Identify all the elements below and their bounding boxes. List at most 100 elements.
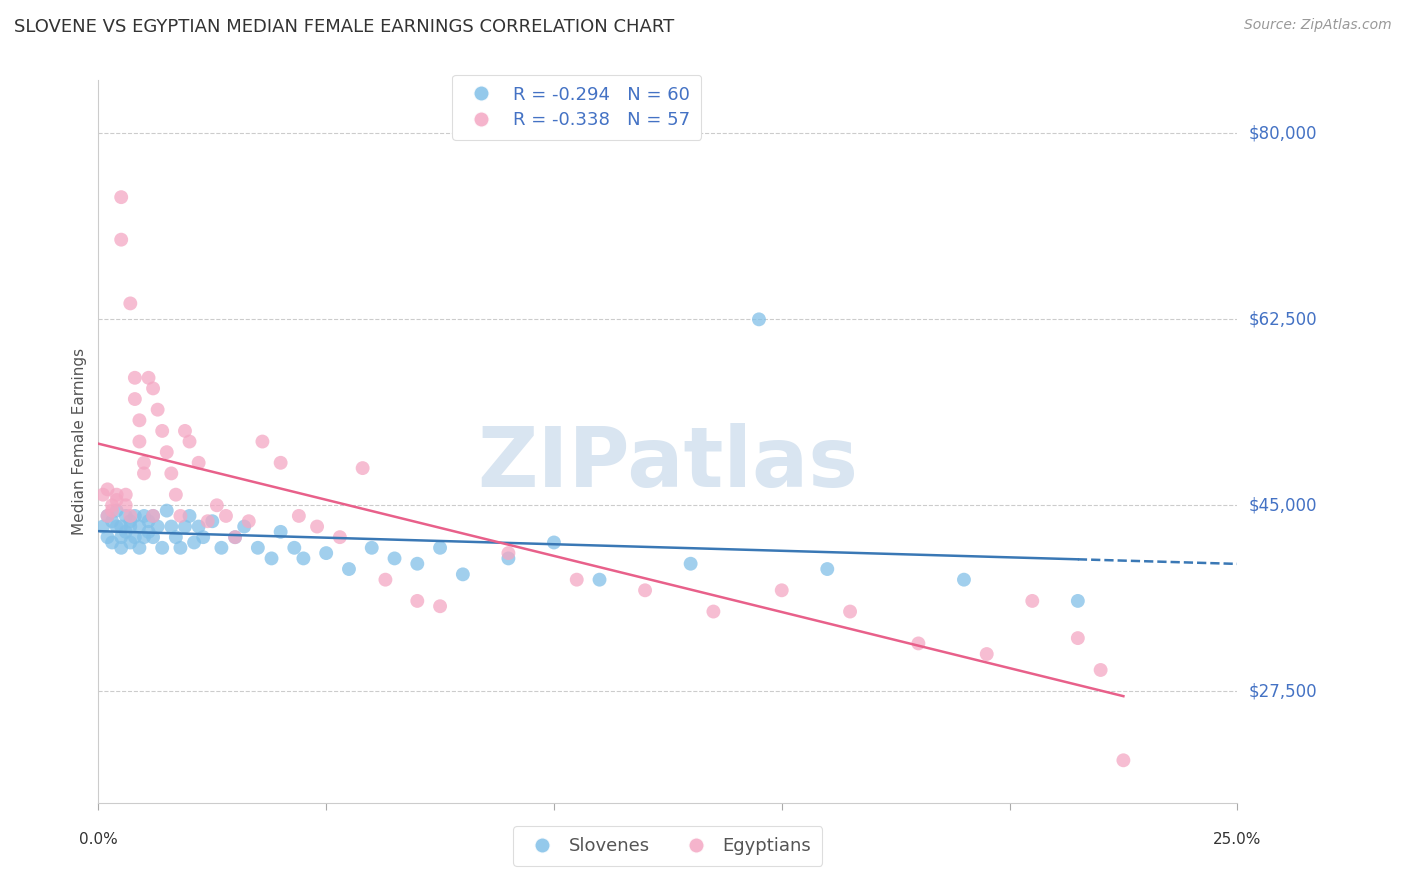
- Point: [96, 483, 118, 497]
- Point: [110, 541, 132, 555]
- Point: [114, 524, 136, 539]
- Point: [352, 461, 374, 475]
- Point: [252, 434, 274, 449]
- Point: [138, 524, 160, 539]
- Point: [270, 524, 292, 539]
- Point: [224, 530, 246, 544]
- Point: [124, 371, 146, 385]
- Point: [679, 557, 702, 571]
- Point: [329, 530, 352, 544]
- Point: [1067, 631, 1090, 645]
- Point: [114, 498, 136, 512]
- Y-axis label: Median Female Earnings: Median Female Earnings: [72, 348, 87, 535]
- Point: [384, 551, 406, 566]
- Point: [120, 514, 142, 528]
- Point: [124, 530, 146, 544]
- Point: [128, 519, 150, 533]
- Point: [132, 456, 155, 470]
- Point: [246, 541, 269, 555]
- Point: [197, 514, 219, 528]
- Point: [209, 541, 232, 555]
- Point: [160, 519, 183, 533]
- Point: [283, 541, 305, 555]
- Point: [110, 519, 132, 533]
- Point: [114, 488, 136, 502]
- Point: [150, 541, 173, 555]
- Point: [634, 583, 657, 598]
- Point: [498, 551, 520, 566]
- Point: [429, 541, 451, 555]
- Point: [156, 503, 179, 517]
- Point: [588, 573, 610, 587]
- Point: [238, 514, 260, 528]
- Point: [156, 445, 179, 459]
- Point: [292, 551, 315, 566]
- Point: [128, 434, 150, 449]
- Point: [360, 541, 382, 555]
- Point: [187, 456, 209, 470]
- Point: [165, 530, 187, 544]
- Point: [179, 508, 201, 523]
- Point: [120, 535, 142, 549]
- Point: [429, 599, 451, 614]
- Point: [105, 519, 128, 533]
- Point: [260, 551, 283, 566]
- Text: 0.0%: 0.0%: [79, 831, 118, 847]
- Point: [132, 508, 155, 523]
- Point: [1021, 594, 1043, 608]
- Point: [124, 508, 146, 523]
- Point: [1112, 753, 1135, 767]
- Point: [101, 503, 124, 517]
- Point: [907, 636, 929, 650]
- Point: [146, 519, 169, 533]
- Point: [146, 402, 169, 417]
- Point: [165, 488, 187, 502]
- Text: $80,000: $80,000: [1249, 124, 1317, 143]
- Point: [105, 493, 128, 508]
- Text: Source: ZipAtlas.com: Source: ZipAtlas.com: [1244, 18, 1392, 32]
- Point: [105, 503, 128, 517]
- Text: $45,000: $45,000: [1249, 496, 1317, 515]
- Point: [114, 508, 136, 523]
- Point: [150, 424, 173, 438]
- Point: [101, 535, 124, 549]
- Point: [374, 573, 396, 587]
- Point: [120, 296, 142, 310]
- Text: $27,500: $27,500: [1249, 682, 1317, 700]
- Point: [224, 530, 246, 544]
- Point: [142, 508, 165, 523]
- Point: [124, 392, 146, 406]
- Point: [96, 508, 118, 523]
- Point: [565, 573, 588, 587]
- Point: [406, 557, 429, 571]
- Point: [179, 434, 201, 449]
- Point: [1067, 594, 1090, 608]
- Point: [953, 573, 976, 587]
- Point: [315, 546, 337, 560]
- Text: 25.0%: 25.0%: [1213, 831, 1261, 847]
- Point: [337, 562, 360, 576]
- Point: [142, 381, 165, 395]
- Point: [270, 456, 292, 470]
- Point: [128, 413, 150, 427]
- Point: [702, 605, 724, 619]
- Point: [91, 488, 114, 502]
- Point: [128, 541, 150, 555]
- Point: [110, 530, 132, 544]
- Point: [142, 508, 165, 523]
- Point: [543, 535, 565, 549]
- Point: [748, 312, 770, 326]
- Point: [307, 519, 329, 533]
- Point: [839, 605, 862, 619]
- Point: [1090, 663, 1112, 677]
- Text: SLOVENE VS EGYPTIAN MEDIAN FEMALE EARNINGS CORRELATION CHART: SLOVENE VS EGYPTIAN MEDIAN FEMALE EARNIN…: [14, 18, 675, 36]
- Point: [160, 467, 183, 481]
- Point: [406, 594, 429, 608]
- Point: [976, 647, 998, 661]
- Point: [187, 519, 209, 533]
- Point: [132, 530, 155, 544]
- Point: [142, 530, 165, 544]
- Point: [120, 508, 142, 523]
- Text: $62,500: $62,500: [1249, 310, 1317, 328]
- Point: [451, 567, 474, 582]
